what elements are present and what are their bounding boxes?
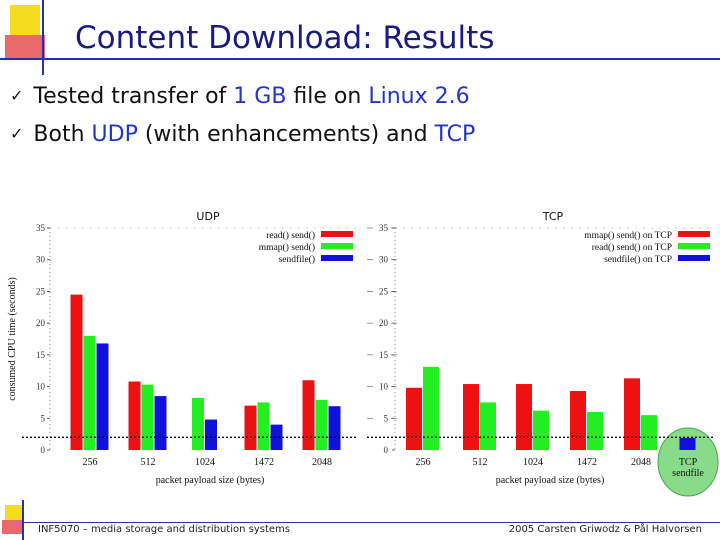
footer-line-h [22, 522, 720, 523]
y-tick-label: 25 [36, 286, 46, 296]
y-tick-label: 35 [36, 223, 46, 233]
y-tick-label: 10 [379, 382, 389, 392]
y-tick-label: 15 [379, 350, 389, 360]
x-tick-label: TCP [679, 457, 698, 468]
legend-swatch [321, 243, 353, 249]
legend-swatch [321, 231, 353, 237]
footer-line-v [22, 500, 24, 540]
footer-square-yellow [5, 505, 23, 523]
legend-swatch [321, 255, 353, 261]
y-tick-label: 5 [41, 413, 46, 423]
y-tick-label: 30 [379, 255, 389, 265]
bar-udp-1472-series-0 [244, 405, 257, 450]
bar-tcp-2048-series-0 [624, 378, 640, 450]
legend-label: mmap() send() on TCP [584, 230, 672, 241]
bullet-1-highlight-size: 1 GB [233, 84, 287, 109]
bar-tcp-1472-series-0 [570, 391, 586, 450]
bar-udp-256-series-0 [70, 294, 83, 450]
bar-tcp-512-series-1 [480, 402, 496, 450]
bullet-2-highlight-tcp: TCP [434, 122, 476, 147]
x-tick-label: 1472 [254, 457, 274, 468]
y-tick-label: 35 [379, 223, 389, 233]
y-tick-label: 5 [384, 413, 389, 423]
bar-udp-2048-series-2 [328, 406, 341, 450]
x-tick-label: 256 [83, 457, 98, 468]
tcp-sendfile-highlight [657, 427, 719, 497]
y-tick-label: 10 [36, 382, 46, 392]
y-tick-label: 20 [36, 318, 46, 328]
y-axis-label: consumed CPU time (seconds) [7, 277, 18, 401]
corner-line-v [42, 0, 44, 75]
bullet-1: ✓ Tested transfer of 1 GB file on Linux 2… [10, 84, 470, 109]
y-tick-label: 15 [36, 350, 46, 360]
bullet-1-text-2: file on [286, 84, 369, 109]
y-tick-label: 30 [36, 255, 46, 265]
footer-authors: 2005 Carsten Griwodz & Pål Halvorsen [508, 524, 702, 535]
legend-label: read() send() [266, 230, 315, 241]
legend-swatch [678, 243, 710, 249]
x-tick-label: 256 [416, 457, 431, 468]
y-tick-label: 25 [379, 286, 389, 296]
bar-udp-512-series-0 [128, 381, 141, 450]
y-tick-label: 20 [379, 318, 389, 328]
footer-square-red [2, 520, 22, 534]
x-tick-label: 2048 [312, 457, 332, 468]
x-tick-label: 1024 [523, 457, 543, 468]
x-tick-label: 512 [473, 457, 488, 468]
checkmark-icon: ✓ [10, 86, 24, 105]
legend-swatch [678, 231, 710, 237]
bar-udp-1024-series-2 [205, 419, 217, 450]
legend-label: sendfile() on TCP [604, 254, 672, 265]
bullet-2-highlight-udp: UDP [91, 122, 138, 147]
bar-udp-2048-series-0 [302, 380, 315, 450]
bullet-2: ✓ Both UDP (with enhancements) and TCP [10, 122, 475, 147]
bar-tcp-512-series-0 [463, 384, 479, 450]
bar-udp-2048-series-1 [315, 399, 328, 450]
x-tick-label: sendfile [672, 468, 704, 479]
y-tick-label: 0 [384, 445, 389, 455]
corner-line-h [0, 58, 720, 60]
bar-udp-512-series-2 [154, 396, 167, 450]
bullet-2-text: Both [33, 122, 92, 147]
legend-label: read() send() on TCP [592, 242, 672, 253]
bar-udp-1472-series-1 [257, 402, 270, 450]
x-axis-label: packet payload size (bytes) [496, 475, 605, 486]
bar-udp-512-series-1 [141, 384, 154, 450]
bar-udp-256-series-1 [83, 335, 96, 450]
legend-label: mmap() send() [259, 242, 315, 253]
footer-course: INF5070 – media storage and distribution… [38, 524, 291, 535]
chart-title: TCP [542, 210, 564, 223]
slide-title: Content Download: Results [75, 20, 495, 56]
bar-tcp-tcp-sendfile-series-2 [679, 437, 696, 450]
x-tick-label: 512 [141, 457, 156, 468]
x-tick-label: 2048 [631, 457, 651, 468]
x-tick-label: 1024 [195, 457, 215, 468]
bar-tcp-256-series-0 [406, 387, 422, 450]
bullet-2-text-2: (with enhancements) and [137, 122, 435, 147]
legend-swatch [678, 255, 710, 261]
bar-tcp-1024-series-0 [516, 384, 532, 450]
bullet-1-highlight-os: Linux 2.6 [368, 84, 470, 109]
bar-tcp-1472-series-1 [587, 411, 603, 450]
bullet-1-text: Tested transfer of [33, 84, 234, 109]
bar-tcp-1024-series-1 [533, 410, 549, 450]
corner-square-red [5, 35, 45, 60]
bar-udp-1024-series-1 [192, 397, 204, 450]
chart-title: UDP [196, 210, 220, 223]
bar-udp-1472-series-2 [270, 424, 283, 450]
corner-square-yellow [10, 5, 40, 35]
legend-label: sendfile() [279, 254, 315, 265]
bar-udp-256-series-2 [96, 343, 109, 450]
checkmark-icon: ✓ [10, 124, 24, 143]
x-axis-label: packet payload size (bytes) [156, 475, 265, 486]
bar-tcp-256-series-1 [423, 366, 439, 450]
x-tick-label: 1472 [577, 457, 597, 468]
y-tick-label: 0 [41, 445, 46, 455]
bar-tcp-2048-series-1 [641, 415, 657, 450]
